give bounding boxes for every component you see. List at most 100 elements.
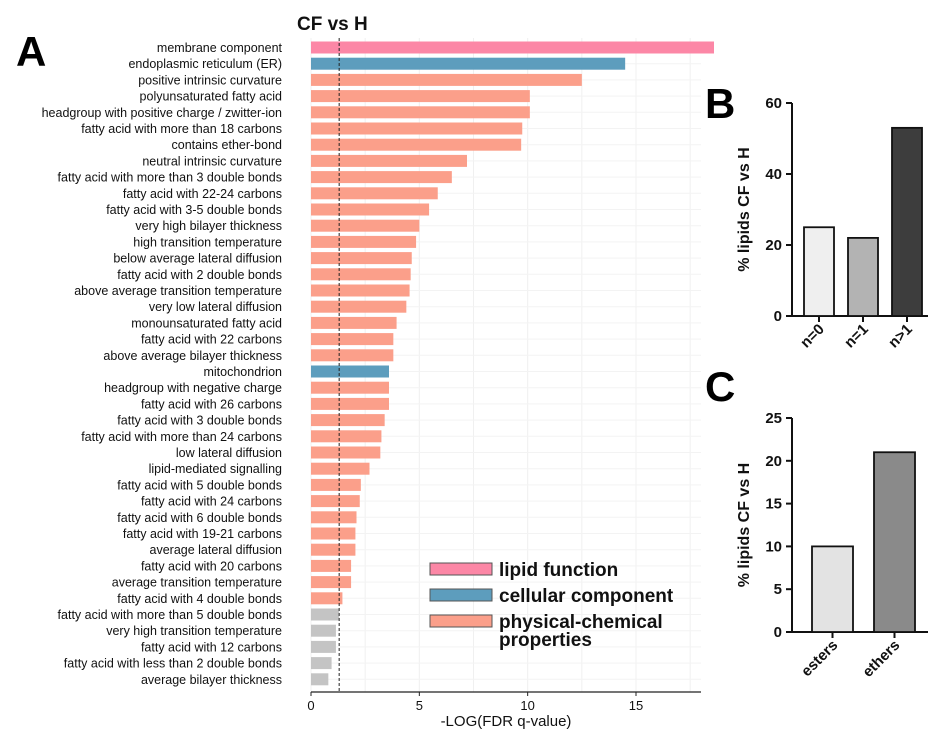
bar	[311, 122, 523, 135]
category-label: fatty acid with 6 double bonds	[117, 511, 282, 525]
bar	[311, 527, 356, 540]
bar	[311, 640, 336, 653]
x-tick-label: ethers	[859, 637, 903, 681]
x-tick-label: 15	[629, 698, 643, 713]
category-label: fatty acid with more than 3 double bonds	[58, 171, 282, 185]
category-label: membrane component	[157, 41, 283, 55]
bar	[311, 252, 412, 265]
category-label: above average bilayer thickness	[103, 349, 282, 363]
bar	[311, 90, 530, 103]
bar	[311, 268, 411, 281]
bar	[311, 576, 352, 589]
bar	[311, 624, 336, 637]
category-label: lipid-mediated signalling	[149, 462, 282, 476]
bar	[311, 300, 407, 313]
category-label: fatty acid with more than 24 carbons	[81, 430, 282, 444]
legend-swatch	[429, 614, 493, 628]
bar	[311, 106, 530, 119]
category-label: average lateral diffusion	[150, 543, 283, 557]
bar	[311, 316, 397, 329]
bar	[811, 545, 854, 633]
bar	[311, 365, 389, 378]
bar	[847, 236, 879, 317]
panel-letter-b: B	[705, 80, 735, 127]
y-tick-label: 15	[765, 496, 782, 513]
y-tick-label: 5	[774, 581, 782, 598]
bar	[311, 171, 452, 184]
category-label: fatty acid with 19-21 carbons	[123, 527, 282, 541]
category-label: average transition temperature	[112, 576, 282, 590]
category-label: headgroup with negative charge	[104, 381, 282, 395]
bar	[311, 154, 467, 167]
category-label: positive intrinsic curvature	[138, 73, 282, 87]
legend-label: cellular component	[499, 586, 674, 607]
bar	[311, 495, 360, 508]
category-label: fatty acid with 2 double bonds	[117, 268, 282, 282]
category-label: above average transition temperature	[74, 284, 282, 298]
bar	[311, 397, 389, 410]
bar	[311, 219, 420, 232]
bar	[311, 414, 385, 427]
category-label: below average lateral diffusion	[113, 252, 282, 266]
bar	[873, 451, 916, 633]
chart-c: 0 5 10 15 20 25 % lipids CF vs H esters ethers	[736, 410, 928, 681]
bar	[311, 462, 370, 475]
y-tick-label: 40	[765, 166, 782, 183]
category-label: headgroup with positive charge / zwitter…	[42, 106, 282, 120]
category-label: high transition temperature	[133, 235, 282, 249]
category-label: average bilayer thickness	[141, 673, 282, 687]
category-label: fatty acid with more than 18 carbons	[81, 122, 282, 136]
bar	[311, 57, 626, 70]
legend-label: properties	[499, 630, 592, 651]
category-label: fatty acid with 20 carbons	[141, 559, 282, 573]
x-tick-label: n=1	[841, 321, 872, 352]
panel-letter-a: A	[16, 28, 46, 75]
category-label: fatty acid with 22-24 carbons	[123, 187, 282, 201]
bar	[311, 73, 582, 86]
bar	[803, 226, 835, 317]
x-tick-label: 10	[520, 698, 534, 713]
category-label: fatty acid with 4 double bonds	[117, 592, 282, 606]
legend-label: lipid function	[499, 560, 618, 581]
bar	[311, 381, 389, 394]
bar	[311, 478, 361, 491]
y-tick-label: 0	[774, 624, 782, 641]
bar	[311, 543, 356, 556]
x-tick-label: esters	[798, 637, 841, 680]
bar	[311, 446, 381, 459]
category-label: very high transition temperature	[106, 624, 282, 638]
category-label: fatty acid with 26 carbons	[141, 397, 282, 411]
legend-swatch	[429, 588, 493, 602]
chart-a: membrane component endoplasmic reticulum …	[42, 38, 714, 713]
bar	[311, 333, 394, 346]
category-label: fatty acid with more than 5 double bonds	[58, 608, 282, 622]
bar	[311, 430, 382, 443]
bar	[311, 349, 394, 362]
bar	[311, 203, 430, 216]
panel-letter-c: C	[705, 363, 735, 410]
category-label: low lateral diffusion	[176, 446, 282, 460]
y-tick-label: 0	[774, 308, 782, 325]
x-tick-label: n>1	[885, 321, 916, 352]
legend-label: physical-chemical	[499, 612, 663, 633]
y-tick-label: 10	[765, 538, 782, 555]
category-label: fatty acid with 12 carbons	[141, 640, 282, 654]
category-label: fatty acid with 24 carbons	[141, 495, 282, 509]
category-label: fatty acid with less than 2 double bonds	[64, 657, 282, 671]
x-tick-label: n=0	[797, 321, 828, 352]
bar	[311, 559, 352, 572]
category-label: mitochondrion	[203, 365, 282, 379]
y-tick-label: 20	[765, 453, 782, 470]
bar	[311, 235, 417, 248]
y-tick-label: 20	[765, 237, 782, 254]
category-label: very low lateral diffusion	[149, 300, 282, 314]
y-axis-label: % lipids CF vs H	[736, 147, 753, 271]
category-label: endoplasmic reticulum (ER)	[128, 57, 282, 71]
bar	[311, 657, 332, 670]
chart-b: 0 20 40 60 % lipids CF vs H n=0 n=1 n>1	[736, 95, 928, 351]
y-tick-label: 60	[765, 95, 782, 112]
chart-a-title: CF vs H	[297, 14, 368, 35]
bar	[311, 608, 340, 621]
